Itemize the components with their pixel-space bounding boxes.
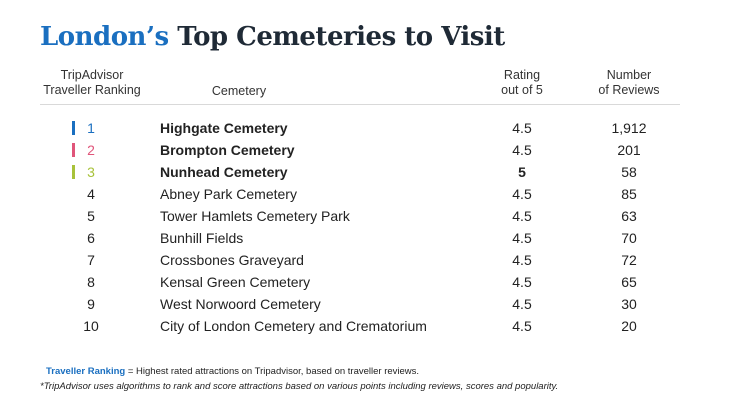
reviews-cell: 70 (621, 230, 637, 246)
footnote-key-label: Traveller Ranking (46, 366, 126, 377)
table-row: 4 Abney Park Cemetery 4.5 85 (0, 183, 730, 205)
cemetery-name-cell: City of London Cemetery and Crematorium (160, 318, 427, 334)
table-row: 7 Crossbones Graveyard 4.5 72 (0, 249, 730, 271)
table-row: 9 West Norwoord Cemetery 4.5 30 (0, 293, 730, 315)
table-row: 8 Kensal Green Cemetery 4.5 65 (0, 271, 730, 293)
header-reviews-line2: of Reviews (598, 83, 660, 97)
page-title: London’s Top Cemeteries to Visit (40, 22, 505, 52)
header-divider (40, 104, 680, 105)
table-row: 2 Brompton Cemetery 4.5 201 (0, 139, 730, 161)
rank-cell: 3 (87, 164, 95, 180)
table-row: 10 City of London Cemetery and Crematoriu… (0, 315, 730, 337)
header-cemetery: Cemetery (204, 84, 274, 99)
cemetery-name-cell: West Norwoord Cemetery (160, 296, 321, 312)
reviews-cell: 20 (621, 318, 637, 334)
cemetery-name-cell: Crossbones Graveyard (160, 252, 304, 268)
rating-cell: 4.5 (512, 230, 532, 246)
title-rest: Top Cemeteries to Visit (177, 22, 505, 52)
cemetery-name-cell: Abney Park Cemetery (160, 186, 297, 202)
rating-cell: 4.5 (512, 318, 532, 334)
ranking-table: 1 Highgate Cemetery 4.5 1,912 2 Brompton Ceme… (0, 117, 730, 337)
rank-marker (72, 165, 75, 179)
rank-cell: 8 (87, 274, 95, 290)
cemetery-name-cell: Brompton Cemetery (160, 142, 295, 158)
reviews-cell: 1,912 (611, 120, 647, 136)
rating-cell: 4.5 (512, 142, 532, 158)
footnote-key: Traveller Ranking = Highest rated attrac… (46, 366, 419, 377)
table-row: 3 Nunhead Cemetery 5 58 (0, 161, 730, 183)
rank-cell: 4 (87, 186, 95, 202)
cemetery-name-cell: Nunhead Cemetery (160, 164, 288, 180)
rank-cell: 1 (87, 120, 95, 136)
rank-cell: 2 (87, 142, 95, 158)
cemetery-name-cell: Bunhill Fields (160, 230, 244, 246)
cemetery-name-cell: Kensal Green Cemetery (160, 274, 311, 290)
rank-marker (72, 143, 75, 157)
reviews-cell: 65 (621, 274, 637, 290)
header-rank-line2: Traveller Ranking (43, 83, 141, 97)
header-rating-line2: out of 5 (501, 83, 543, 97)
header-cemetery-line1: Cemetery (211, 84, 267, 98)
reviews-cell: 58 (621, 164, 637, 180)
table-row: 5 Tower Hamlets Cemetery Park 4.5 63 (0, 205, 730, 227)
rank-marker (72, 121, 75, 135)
reviews-cell: 30 (621, 296, 637, 312)
reviews-cell: 201 (617, 142, 641, 158)
rating-cell: 4.5 (512, 208, 532, 224)
cemetery-name-cell: Tower Hamlets Cemetery Park (160, 208, 350, 224)
table-row: 1 Highgate Cemetery 4.5 1,912 (0, 117, 730, 139)
header-rating-line1: Rating (503, 68, 541, 82)
reviews-cell: 63 (621, 208, 637, 224)
header-rank-line1: TripAdvisor (60, 68, 124, 82)
table-row: 6 Bunhill Fields 4.5 70 (0, 227, 730, 249)
reviews-cell: 72 (621, 252, 637, 268)
header-reviews-line1: Number (606, 68, 652, 82)
rank-cell: 9 (87, 296, 95, 312)
rating-cell: 4.5 (512, 274, 532, 290)
cemetery-name-cell: Highgate Cemetery (160, 120, 288, 136)
rank-cell: 5 (87, 208, 95, 224)
header-reviews: Number of Reviews (588, 68, 670, 98)
rating-cell: 4.5 (512, 186, 532, 202)
rating-cell: 4.5 (512, 296, 532, 312)
rating-cell: 4.5 (512, 120, 532, 136)
rank-cell: 7 (87, 252, 95, 268)
footnote-key-text: = Highest rated attractions on Tripadvis… (125, 366, 420, 377)
footnote-note: *TripAdvisor uses algorithms to rank and… (40, 381, 559, 392)
header-rating: Rating out of 5 (486, 68, 558, 98)
header-rank: TripAdvisor Traveller Ranking (38, 68, 146, 98)
rating-cell: 4.5 (512, 252, 532, 268)
rating-cell: 5 (518, 164, 526, 180)
rank-cell: 10 (83, 318, 99, 334)
rank-cell: 6 (87, 230, 95, 246)
title-accent: London’s (40, 22, 169, 52)
reviews-cell: 85 (621, 186, 637, 202)
